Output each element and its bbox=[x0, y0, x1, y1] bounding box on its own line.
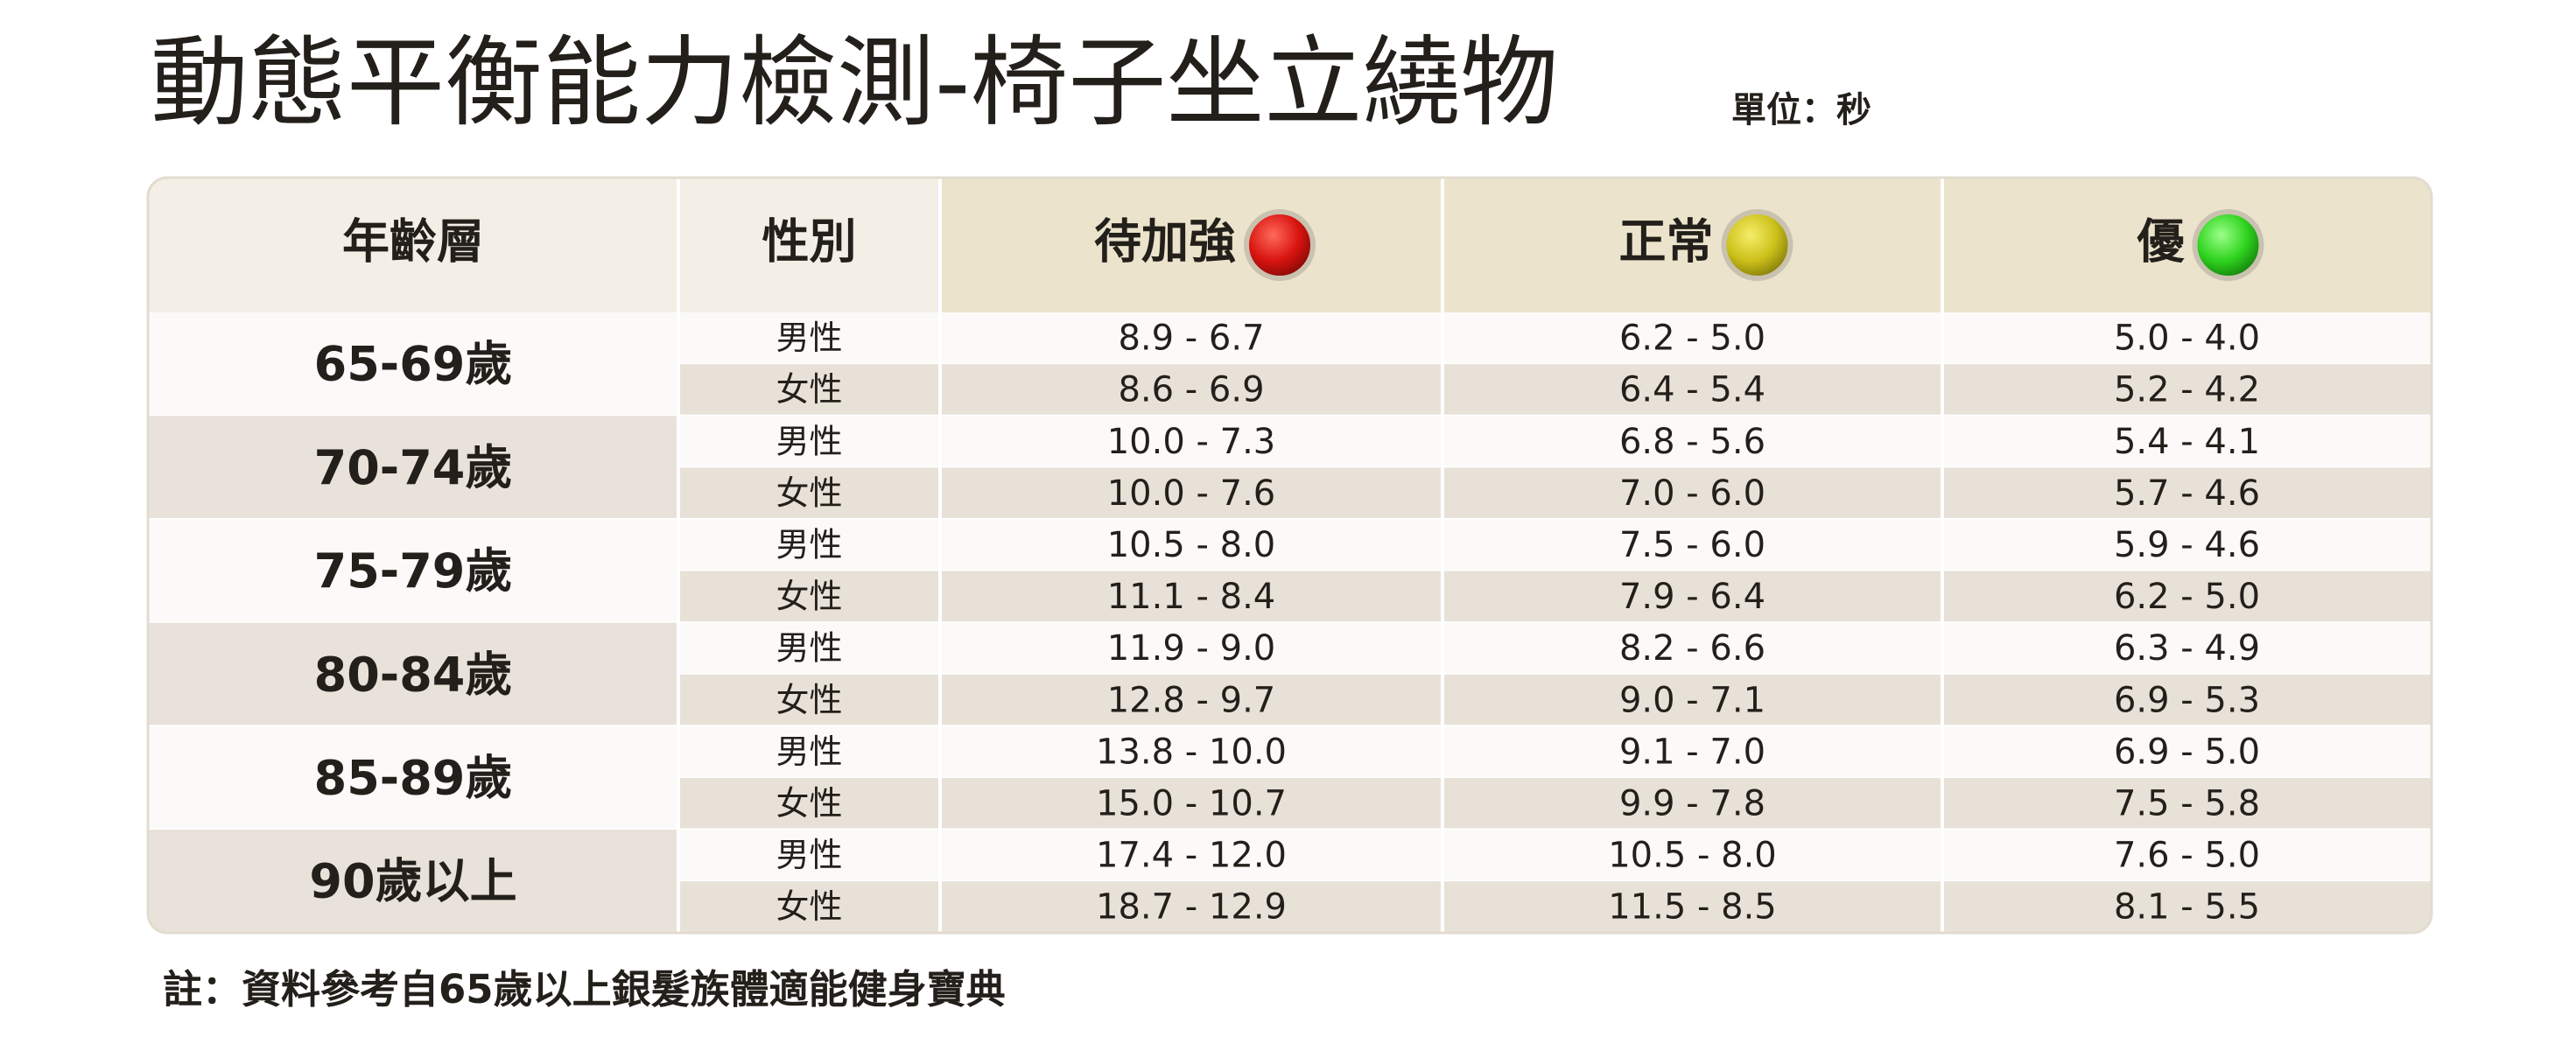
table: 年齡層 性別 待加強 正常 優65-69歲 男性 8.9 - 6.7 6.2 - 5.0 5.0… bbox=[148, 178, 2432, 933]
gender-cell: 女性 bbox=[776, 370, 842, 409]
age-cell bbox=[148, 519, 678, 623]
value-cell: 5.2 - 4.2 bbox=[2114, 370, 2260, 410]
value-cell: 6.4 - 5.4 bbox=[1619, 370, 1765, 410]
value-cell: 8.2 - 6.6 bbox=[1619, 628, 1765, 669]
age-label: 80-84歲 bbox=[314, 647, 513, 702]
value-cell: 6.2 - 5.0 bbox=[1619, 319, 1765, 359]
age-label: 65-69歲 bbox=[314, 337, 513, 392]
table-border bbox=[146, 176, 2433, 935]
value-cell: 6.9 - 5.3 bbox=[2114, 680, 2260, 720]
status-dot bbox=[1721, 209, 1793, 281]
value-cell: 8.9 - 6.7 bbox=[1118, 319, 1264, 359]
value-cell: 9.1 - 7.0 bbox=[1619, 732, 1765, 772]
value-cell: 5.4 - 4.1 bbox=[2114, 422, 2260, 462]
age-label: 70-74歲 bbox=[314, 440, 513, 495]
age-cell bbox=[148, 830, 678, 933]
row-bg bbox=[678, 830, 2432, 882]
row-bg bbox=[678, 571, 2432, 623]
row-bg bbox=[678, 777, 2432, 830]
gender-cell: 女性 bbox=[776, 784, 842, 823]
header-bg bbox=[940, 178, 2432, 312]
value-cell: 9.0 - 7.1 bbox=[1619, 680, 1765, 720]
row-bg bbox=[678, 519, 2432, 571]
gender-cell: 男性 bbox=[776, 836, 842, 874]
value-cell: 15.0 - 10.7 bbox=[1096, 783, 1287, 823]
header-cell: 正常 bbox=[1619, 214, 1714, 270]
age-cell bbox=[148, 312, 678, 417]
age-cell bbox=[148, 622, 678, 726]
age-cell bbox=[148, 725, 678, 830]
value-cell: 9.9 - 7.8 bbox=[1619, 783, 1765, 823]
value-cell: 8.1 - 5.5 bbox=[2114, 887, 2260, 928]
value-cell: 18.7 - 12.9 bbox=[1096, 887, 1287, 928]
gender-cell: 男性 bbox=[776, 319, 842, 357]
row-bg bbox=[678, 622, 2432, 675]
value-cell: 6.8 - 5.6 bbox=[1619, 422, 1765, 462]
value-cell: 11.9 - 9.0 bbox=[1107, 628, 1276, 669]
status-dot bbox=[2192, 209, 2264, 281]
header-cell: 優 bbox=[2137, 214, 2186, 270]
title: 動態平衡能力檢測-椅子坐立繞物 bbox=[151, 26, 1558, 140]
value-cell: 17.4 - 12.0 bbox=[1096, 836, 1287, 876]
header-cell: 性別 bbox=[762, 214, 857, 270]
value-cell: 5.0 - 4.0 bbox=[2114, 319, 2260, 359]
header-cell: 年齡層 bbox=[342, 214, 484, 270]
row-bg bbox=[678, 312, 2432, 365]
gender-cell: 男性 bbox=[776, 525, 842, 564]
value-cell: 13.8 - 10.0 bbox=[1096, 732, 1287, 772]
gender-cell: 女性 bbox=[776, 887, 842, 926]
value-cell: 5.7 - 4.6 bbox=[2114, 473, 2260, 514]
header-cell: 待加強 bbox=[1094, 214, 1236, 270]
value-cell: 6.9 - 5.0 bbox=[2114, 732, 2260, 772]
gender-cell: 男性 bbox=[776, 422, 842, 460]
row-bg bbox=[678, 674, 2432, 726]
value-cell: 8.6 - 6.9 bbox=[1118, 370, 1264, 410]
row-bg bbox=[678, 416, 2432, 468]
age-label: 90歲以上 bbox=[309, 854, 516, 909]
value-cell: 7.0 - 6.0 bbox=[1619, 473, 1765, 514]
value-cell: 5.9 - 4.6 bbox=[2114, 525, 2260, 565]
gender-cell: 男性 bbox=[776, 629, 842, 668]
value-cell: 7.5 - 5.8 bbox=[2114, 783, 2260, 823]
age-cell bbox=[148, 416, 678, 520]
value-cell: 11.1 - 8.4 bbox=[1107, 577, 1276, 617]
value-cell: 10.0 - 7.3 bbox=[1107, 422, 1276, 462]
value-cell: 7.9 - 6.4 bbox=[1619, 577, 1765, 617]
unit: 單位：秒 bbox=[1731, 90, 1871, 130]
value-cell: 12.8 - 9.7 bbox=[1107, 680, 1276, 720]
note: 註：資料參考自65歲以上銀髮族體適能健身寶典 bbox=[163, 966, 1006, 1012]
value-cell: 11.5 - 8.5 bbox=[1608, 887, 1777, 928]
value-cell: 10.5 - 8.0 bbox=[1107, 525, 1276, 565]
value-cell: 10.0 - 7.6 bbox=[1107, 473, 1276, 514]
row-bg bbox=[678, 467, 2432, 520]
value-cell: 6.3 - 4.9 bbox=[2114, 628, 2260, 669]
value-cell: 7.6 - 5.0 bbox=[2114, 836, 2260, 876]
age-label: 85-89歲 bbox=[314, 751, 513, 806]
value-cell: 6.2 - 5.0 bbox=[2114, 577, 2260, 617]
status-dot bbox=[1244, 209, 1316, 281]
row-bg bbox=[678, 364, 2432, 417]
row-bg bbox=[678, 881, 2432, 933]
value-cell: 10.5 - 8.0 bbox=[1608, 836, 1777, 876]
age-label: 75-79歲 bbox=[314, 543, 513, 599]
header-bg bbox=[148, 178, 940, 312]
row-bg bbox=[678, 725, 2432, 778]
gender-cell: 女性 bbox=[776, 578, 842, 616]
value-cell: 7.5 - 6.0 bbox=[1619, 525, 1765, 565]
gender-cell: 男性 bbox=[776, 732, 842, 771]
gender-cell: 女性 bbox=[776, 681, 842, 719]
gender-cell: 女性 bbox=[776, 473, 842, 512]
